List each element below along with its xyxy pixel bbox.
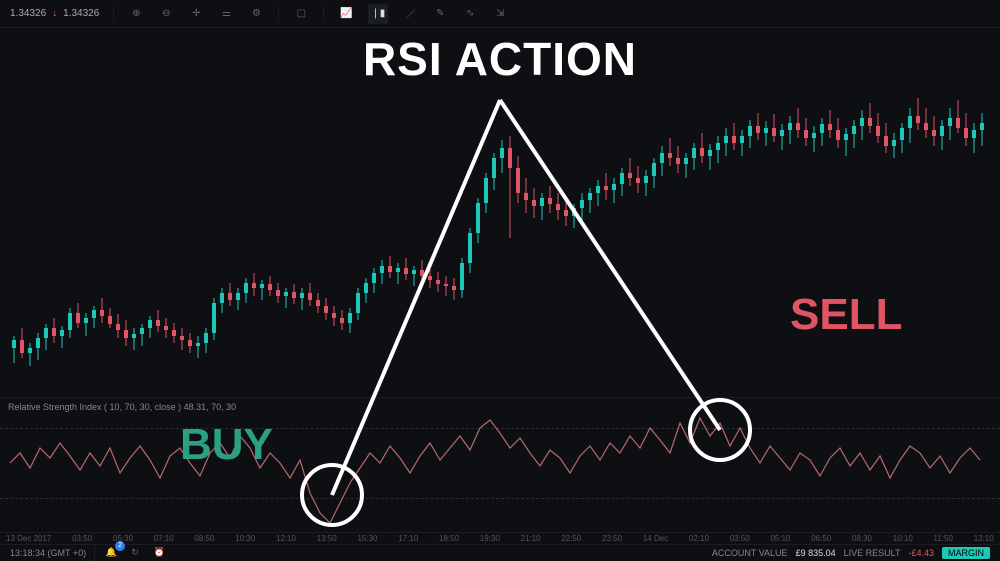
bell-icon[interactable]: 🔔 bbox=[103, 545, 119, 561]
time-axis: 13 Dec 201703:5005:3007:1008:5010:3012:1… bbox=[0, 533, 1000, 545]
x-tick: 21:10 bbox=[521, 534, 541, 543]
x-tick: 03:50 bbox=[730, 534, 750, 543]
x-tick: 22:50 bbox=[561, 534, 581, 543]
x-tick: 10:30 bbox=[235, 534, 255, 543]
indicator-icon[interactable]: ∿ bbox=[462, 6, 478, 22]
topbar: 1.34326 ↓ 1.34326 ⊕ ⊖ ✛ ⚌ ⚙ ▢ 📈 ❘▮ ／ ✎ ∿… bbox=[0, 0, 1000, 28]
x-tick: 02:10 bbox=[689, 534, 709, 543]
margin-button[interactable]: MARGIN bbox=[942, 547, 990, 559]
x-tick: 15:30 bbox=[357, 534, 377, 543]
live-result-label: LIVE RESULT bbox=[844, 548, 901, 558]
draw-line-icon[interactable]: ／ bbox=[402, 6, 418, 22]
x-tick: 10:10 bbox=[893, 534, 913, 543]
price-display: 1.34326 ↓ 1.34326 bbox=[10, 8, 99, 19]
line-chart-icon[interactable]: 📈 bbox=[338, 6, 354, 22]
x-tick: 06:50 bbox=[811, 534, 831, 543]
account-value: £9 835.04 bbox=[796, 548, 836, 558]
price-1: 1.34326 bbox=[10, 8, 46, 19]
x-tick: 05:10 bbox=[770, 534, 790, 543]
x-tick: 18:50 bbox=[439, 534, 459, 543]
rsi-line-plot bbox=[0, 398, 1000, 533]
zoom-out-icon[interactable]: ⊖ bbox=[158, 6, 174, 22]
account-value-label: ACCOUNT VALUE bbox=[712, 548, 788, 558]
rsi-panel[interactable]: Relative Strength Index ( 10, 70, 30, cl… bbox=[0, 398, 1000, 533]
live-result-value: -£4.43 bbox=[908, 548, 934, 558]
separator bbox=[323, 6, 324, 22]
alarm-icon[interactable]: ⏰ bbox=[151, 545, 167, 561]
x-tick: 13:10 bbox=[974, 534, 994, 543]
x-tick: 12:10 bbox=[276, 534, 296, 543]
arrow-down-icon: ↓ bbox=[52, 8, 57, 19]
x-tick: 13:50 bbox=[317, 534, 337, 543]
separator bbox=[94, 545, 95, 561]
zoom-in-icon[interactable]: ⊕ bbox=[128, 6, 144, 22]
x-tick: 08:50 bbox=[194, 534, 214, 543]
x-tick: 14 Dec bbox=[643, 534, 668, 543]
gear-icon[interactable]: ⚙ bbox=[248, 6, 264, 22]
x-tick: 17:10 bbox=[398, 534, 418, 543]
overlay-sell-label: SELL bbox=[790, 290, 902, 340]
x-tick: 23:50 bbox=[602, 534, 622, 543]
draw-trend-icon[interactable]: ✎ bbox=[432, 6, 448, 22]
price-2: 1.34326 bbox=[63, 8, 99, 19]
layout-icon[interactable]: ▢ bbox=[293, 6, 309, 22]
candle-chart-icon[interactable]: ❘▮ bbox=[368, 4, 388, 24]
bottombar: 13:18:34 (GMT +0) 🔔 ↻ ⏰ ACCOUNT VALUE £9… bbox=[0, 545, 1000, 560]
expand-icon[interactable]: ⇲ bbox=[492, 6, 508, 22]
x-tick: 07:10 bbox=[154, 534, 174, 543]
crosshair-icon[interactable]: ✛ bbox=[188, 6, 204, 22]
clock-time: 13:18:34 (GMT +0) bbox=[10, 548, 86, 558]
x-tick: 08:30 bbox=[852, 534, 872, 543]
x-tick: 03:50 bbox=[72, 534, 92, 543]
x-tick: 13 Dec 2017 bbox=[6, 534, 51, 543]
history-icon[interactable]: ↻ bbox=[127, 545, 143, 561]
overlay-title: RSI ACTION bbox=[0, 32, 1000, 86]
settings-sliders-icon[interactable]: ⚌ bbox=[218, 6, 234, 22]
separator bbox=[113, 6, 114, 22]
separator bbox=[278, 6, 279, 22]
overlay-buy-label: BUY bbox=[180, 420, 273, 470]
x-tick: 11:50 bbox=[934, 534, 953, 543]
x-tick: 19:30 bbox=[480, 534, 500, 543]
